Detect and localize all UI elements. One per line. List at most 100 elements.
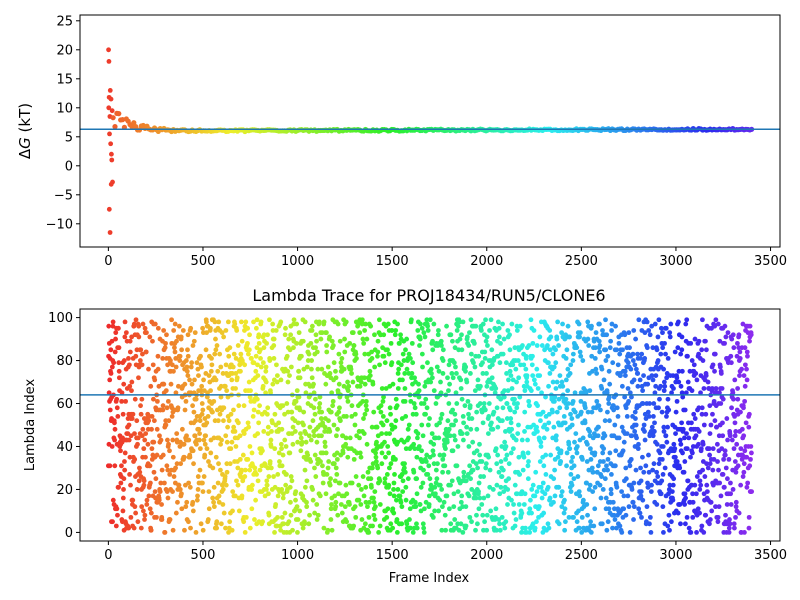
lambda-point [703,347,709,353]
lambda-point [173,465,178,471]
lambda-point [230,364,236,370]
lambda-point [367,373,373,378]
lambda-point [204,394,210,400]
lambda-point [148,527,154,533]
lambda-point [387,405,393,411]
lambda-point [246,379,252,385]
lambda-point [440,358,446,363]
lambda-point [732,525,737,531]
lambda-point [382,360,388,366]
lambda-point [373,459,379,464]
lambda-point [363,499,369,505]
lambda-point [261,429,267,434]
lambda-point [144,497,150,503]
lambda-point [595,463,601,469]
lambda-plot-frame [79,308,781,542]
lambda-point [432,508,438,514]
lambda-point [587,388,593,394]
lambda-point [705,379,711,385]
lambda-point [599,521,605,527]
lambda-point [653,383,659,389]
lambda-point [644,504,650,510]
lambda-point [677,437,683,443]
lambda-point [420,433,426,439]
lambda-point [555,454,561,460]
lambda-point [740,321,746,327]
lambda-point [290,424,296,430]
lambda-point [177,353,183,359]
lambda-point [133,317,139,323]
lambda-point [494,527,499,533]
lambda-point [159,502,164,507]
lambda-point [682,521,688,527]
lambda-point [662,465,668,471]
lambda-point [439,527,445,533]
lambda-point [477,495,483,501]
lambda-point [406,422,412,428]
lambda-point [532,493,538,499]
lambda-point [458,377,464,383]
lambda-point [689,420,694,426]
lambda-point [126,422,132,428]
lambda-point [529,510,534,516]
lambda-point [210,409,215,415]
lambda-point [302,484,308,490]
lambda-point [275,493,281,499]
lambda-point [393,396,399,402]
lambda-point [138,403,143,409]
lambda-point [513,366,519,372]
lambda-point [557,373,563,378]
lambda-point [239,493,245,499]
lambda-point [424,317,430,323]
lambda-point [707,521,712,527]
lambda-point [548,334,554,340]
lambda-point [738,482,744,488]
lambda-point [234,375,240,381]
lambda-point [195,366,201,372]
lambda-point [325,527,331,533]
lambda-point [506,476,512,482]
lambda-point [164,463,170,469]
lambda-point [710,411,715,417]
x-tick-label: 2000 [470,254,503,269]
lambda-point [457,336,463,342]
lambda-point [255,431,261,436]
lambda-point [230,508,235,514]
lambda-point [446,506,452,512]
lambda-point [109,444,115,449]
lambda-point [695,506,701,512]
lambda-point [728,502,734,507]
lambda-point [747,323,753,329]
lambda-point [333,368,338,374]
lambda-point [576,489,582,494]
lambda-point [463,368,468,374]
lambda-point [200,325,206,331]
lambda-point [119,398,125,404]
lambda-point [743,420,749,426]
lambda-point [594,371,600,376]
lambda-point [299,439,305,445]
lambda-point [717,364,723,370]
lambda-point [664,375,670,381]
lambda-point [495,452,501,458]
lambda-point [217,351,223,357]
lambda-point [641,373,646,378]
lambda-point [255,409,261,415]
lambda-point [187,454,193,460]
lambda-point [568,489,574,494]
lambda-point [522,409,528,415]
lambda-point [212,319,218,325]
lambda-point [416,388,422,394]
lambda-point [403,414,409,419]
lambda-point [342,349,348,355]
lambda-point [749,450,754,456]
lambda-point [142,512,148,518]
lambda-point [701,422,707,428]
lambda-point [542,491,548,497]
lambda-point [422,334,428,340]
lambda-point [154,398,160,404]
lambda-point [294,340,299,346]
lambda-point [651,414,656,419]
lambda-point [190,403,195,409]
lambda-point [725,437,730,443]
